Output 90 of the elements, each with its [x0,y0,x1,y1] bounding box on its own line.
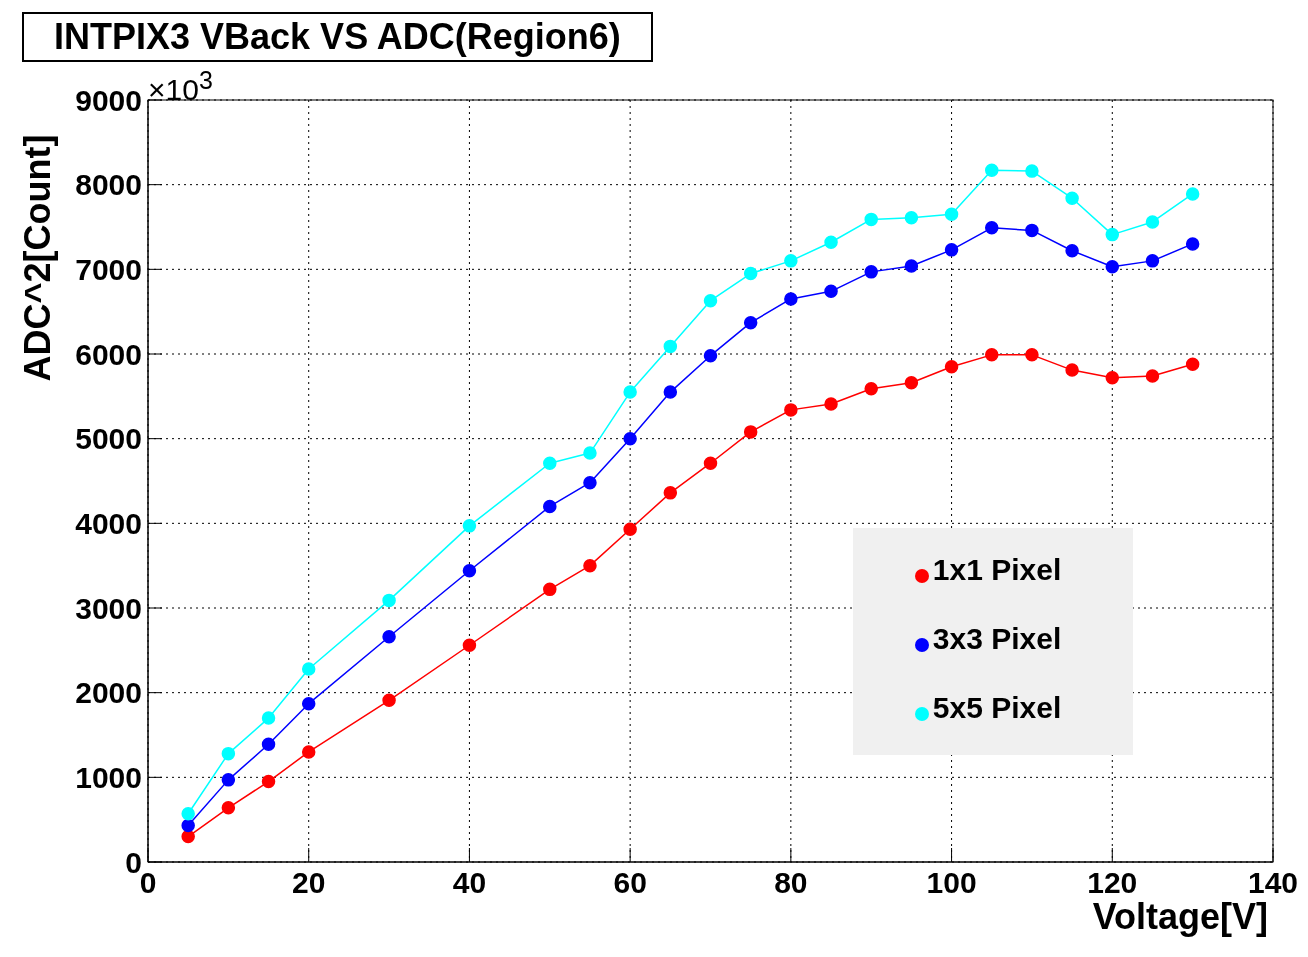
point [1145,369,1160,383]
x-tick-label: 100 [926,866,977,900]
point [703,456,718,470]
point [462,564,477,578]
point [301,662,316,676]
y-tick-label: 2000 [75,676,142,710]
y-tick-label: 1000 [75,760,142,794]
point [904,259,919,273]
point [703,293,718,308]
point [864,265,878,279]
point [985,163,999,178]
y-axis-title: ADC^2[Count] [17,134,59,382]
point [1025,164,1039,178]
point [904,210,919,225]
x-tick-label: 80 [774,866,808,900]
point [1065,191,1079,205]
point [824,284,838,299]
point [543,499,557,514]
point [703,348,718,363]
point [1065,363,1079,377]
legend-label: 5x5 Pixel [932,691,1062,724]
point [904,376,919,390]
point [743,425,758,439]
point [1185,357,1200,371]
point [462,519,477,533]
point [663,486,678,500]
point [261,737,276,752]
point [663,339,678,354]
point [985,348,999,362]
point [944,359,959,374]
point [784,254,798,268]
point [623,385,637,399]
point [663,385,678,399]
point [1105,260,1120,274]
point [1025,348,1039,362]
point [382,593,396,608]
point [583,558,597,573]
point [1105,227,1120,242]
point [382,630,396,644]
point [181,818,195,833]
point [743,315,758,330]
point [743,266,758,281]
y-tick-label: 7000 [75,252,142,286]
point [382,693,396,708]
point [784,292,798,306]
y-tick-label: 8000 [75,168,142,202]
point [824,235,838,249]
y-tick-label: 5000 [75,422,142,456]
point [583,475,597,490]
x-tick-label: 40 [452,866,487,900]
point [784,403,798,417]
point [181,829,195,844]
point [181,806,195,821]
point [301,696,316,711]
point [543,582,557,597]
point [583,446,597,460]
point [1185,187,1200,201]
point [543,456,557,470]
legend-label: 1x1 Pixel [932,553,1062,586]
point [301,745,316,759]
point [221,773,236,787]
point [221,746,236,761]
point [221,801,236,815]
y-tick-label: 0 [125,845,142,879]
point [462,638,477,652]
y-tick-label: 3000 [75,591,142,625]
point [261,711,276,725]
y-tick-label: 4000 [75,506,142,540]
x-tick-label: 20 [292,866,326,900]
y-tick-label: 6000 [75,337,142,371]
x-tick-label: 60 [613,866,647,900]
point [944,243,959,257]
point [824,397,838,411]
point [944,207,959,222]
point [261,774,276,789]
legend-label: 3x3 Pixel [932,622,1062,655]
point [864,381,878,396]
point [1105,370,1120,385]
point [623,431,637,446]
point [1185,237,1200,251]
point [985,221,999,235]
y-tick-label: 9000 [75,83,142,117]
point [623,522,637,537]
point [1145,254,1160,268]
annotation: ×10$^{3}$ [148,66,213,106]
chart-title: INTPIX3 VBack VS ADC(Region6) [22,12,653,62]
point [864,212,878,227]
point [1065,243,1079,258]
point [1145,215,1160,229]
point [1025,223,1039,238]
